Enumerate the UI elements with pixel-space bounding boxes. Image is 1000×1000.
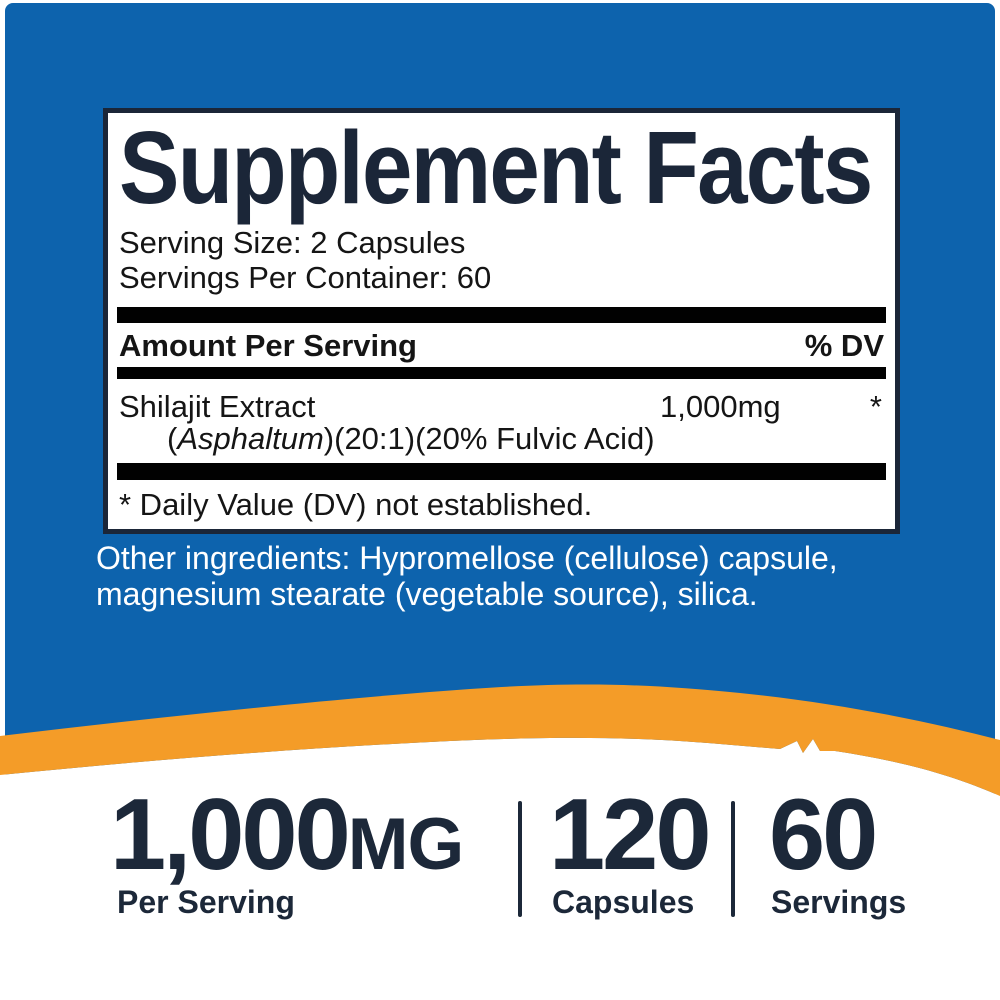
amount-per-serving-header: Amount Per Serving — [119, 328, 417, 363]
stat-capsules-value: 120 — [549, 779, 712, 891]
supplement-facts-panel: Supplement Facts Serving Size: 2 Capsule… — [103, 108, 900, 534]
supplement-facts-content: Supplement Facts Serving Size: 2 Capsule… — [108, 113, 895, 529]
stat-capsules-label: Capsules — [552, 884, 695, 920]
supplement-facts-title: Supplement Facts — [119, 110, 873, 225]
stat-dose-value: 1,000MG — [110, 785, 465, 886]
stat-dose-label: Per Serving — [117, 884, 295, 920]
amount-header-row: Amount Per Serving % DV — [119, 328, 884, 364]
dose-unit: MG — [347, 804, 465, 885]
divider-bar-thin — [117, 367, 886, 379]
daily-value-footnote: * Daily Value (DV) not established. — [119, 487, 593, 522]
serving-size-line: Serving Size: 2 Capsules — [119, 225, 466, 260]
servings-per-container-line: Servings Per Container: 60 — [119, 260, 492, 295]
stats-divider-1 — [518, 801, 522, 917]
serving-info: Serving Size: 2 Capsules Servings Per Co… — [119, 225, 491, 295]
other-ingredients-line-1: Other ingredients: Hypromellose (cellulo… — [96, 540, 838, 576]
stat-servings-value: 60 — [769, 779, 878, 891]
other-ingredients-text: Other ingredients: Hypromellose (cellulo… — [96, 540, 856, 612]
stats-divider-2 — [731, 801, 735, 917]
divider-bar-thick-top — [117, 307, 886, 323]
dose-number: 1,000 — [110, 779, 351, 891]
stat-servings-label: Servings — [771, 884, 907, 920]
detail-species-italic: Asphaltum — [177, 421, 324, 456]
detail-open-paren: ( — [167, 421, 178, 456]
ingredient-dv-asterisk: * — [869, 389, 882, 424]
detail-rest: )(20:1)(20% Fulvic Acid) — [323, 421, 655, 456]
other-ingredients-line-2: magnesium stearate (vegetable source), s… — [96, 576, 758, 612]
divider-bar-thick-bottom — [117, 463, 886, 480]
ingredient-detail-line: (Asphaltum)(20:1)(20% Fulvic Acid) — [167, 421, 655, 457]
percent-dv-header: % DV — [804, 328, 884, 363]
ingredient-row: Shilajit Extract 1,000mg * — [119, 389, 884, 429]
ingredient-name: Shilajit Extract — [119, 389, 316, 424]
ingredient-amount: 1,000mg — [660, 389, 781, 424]
